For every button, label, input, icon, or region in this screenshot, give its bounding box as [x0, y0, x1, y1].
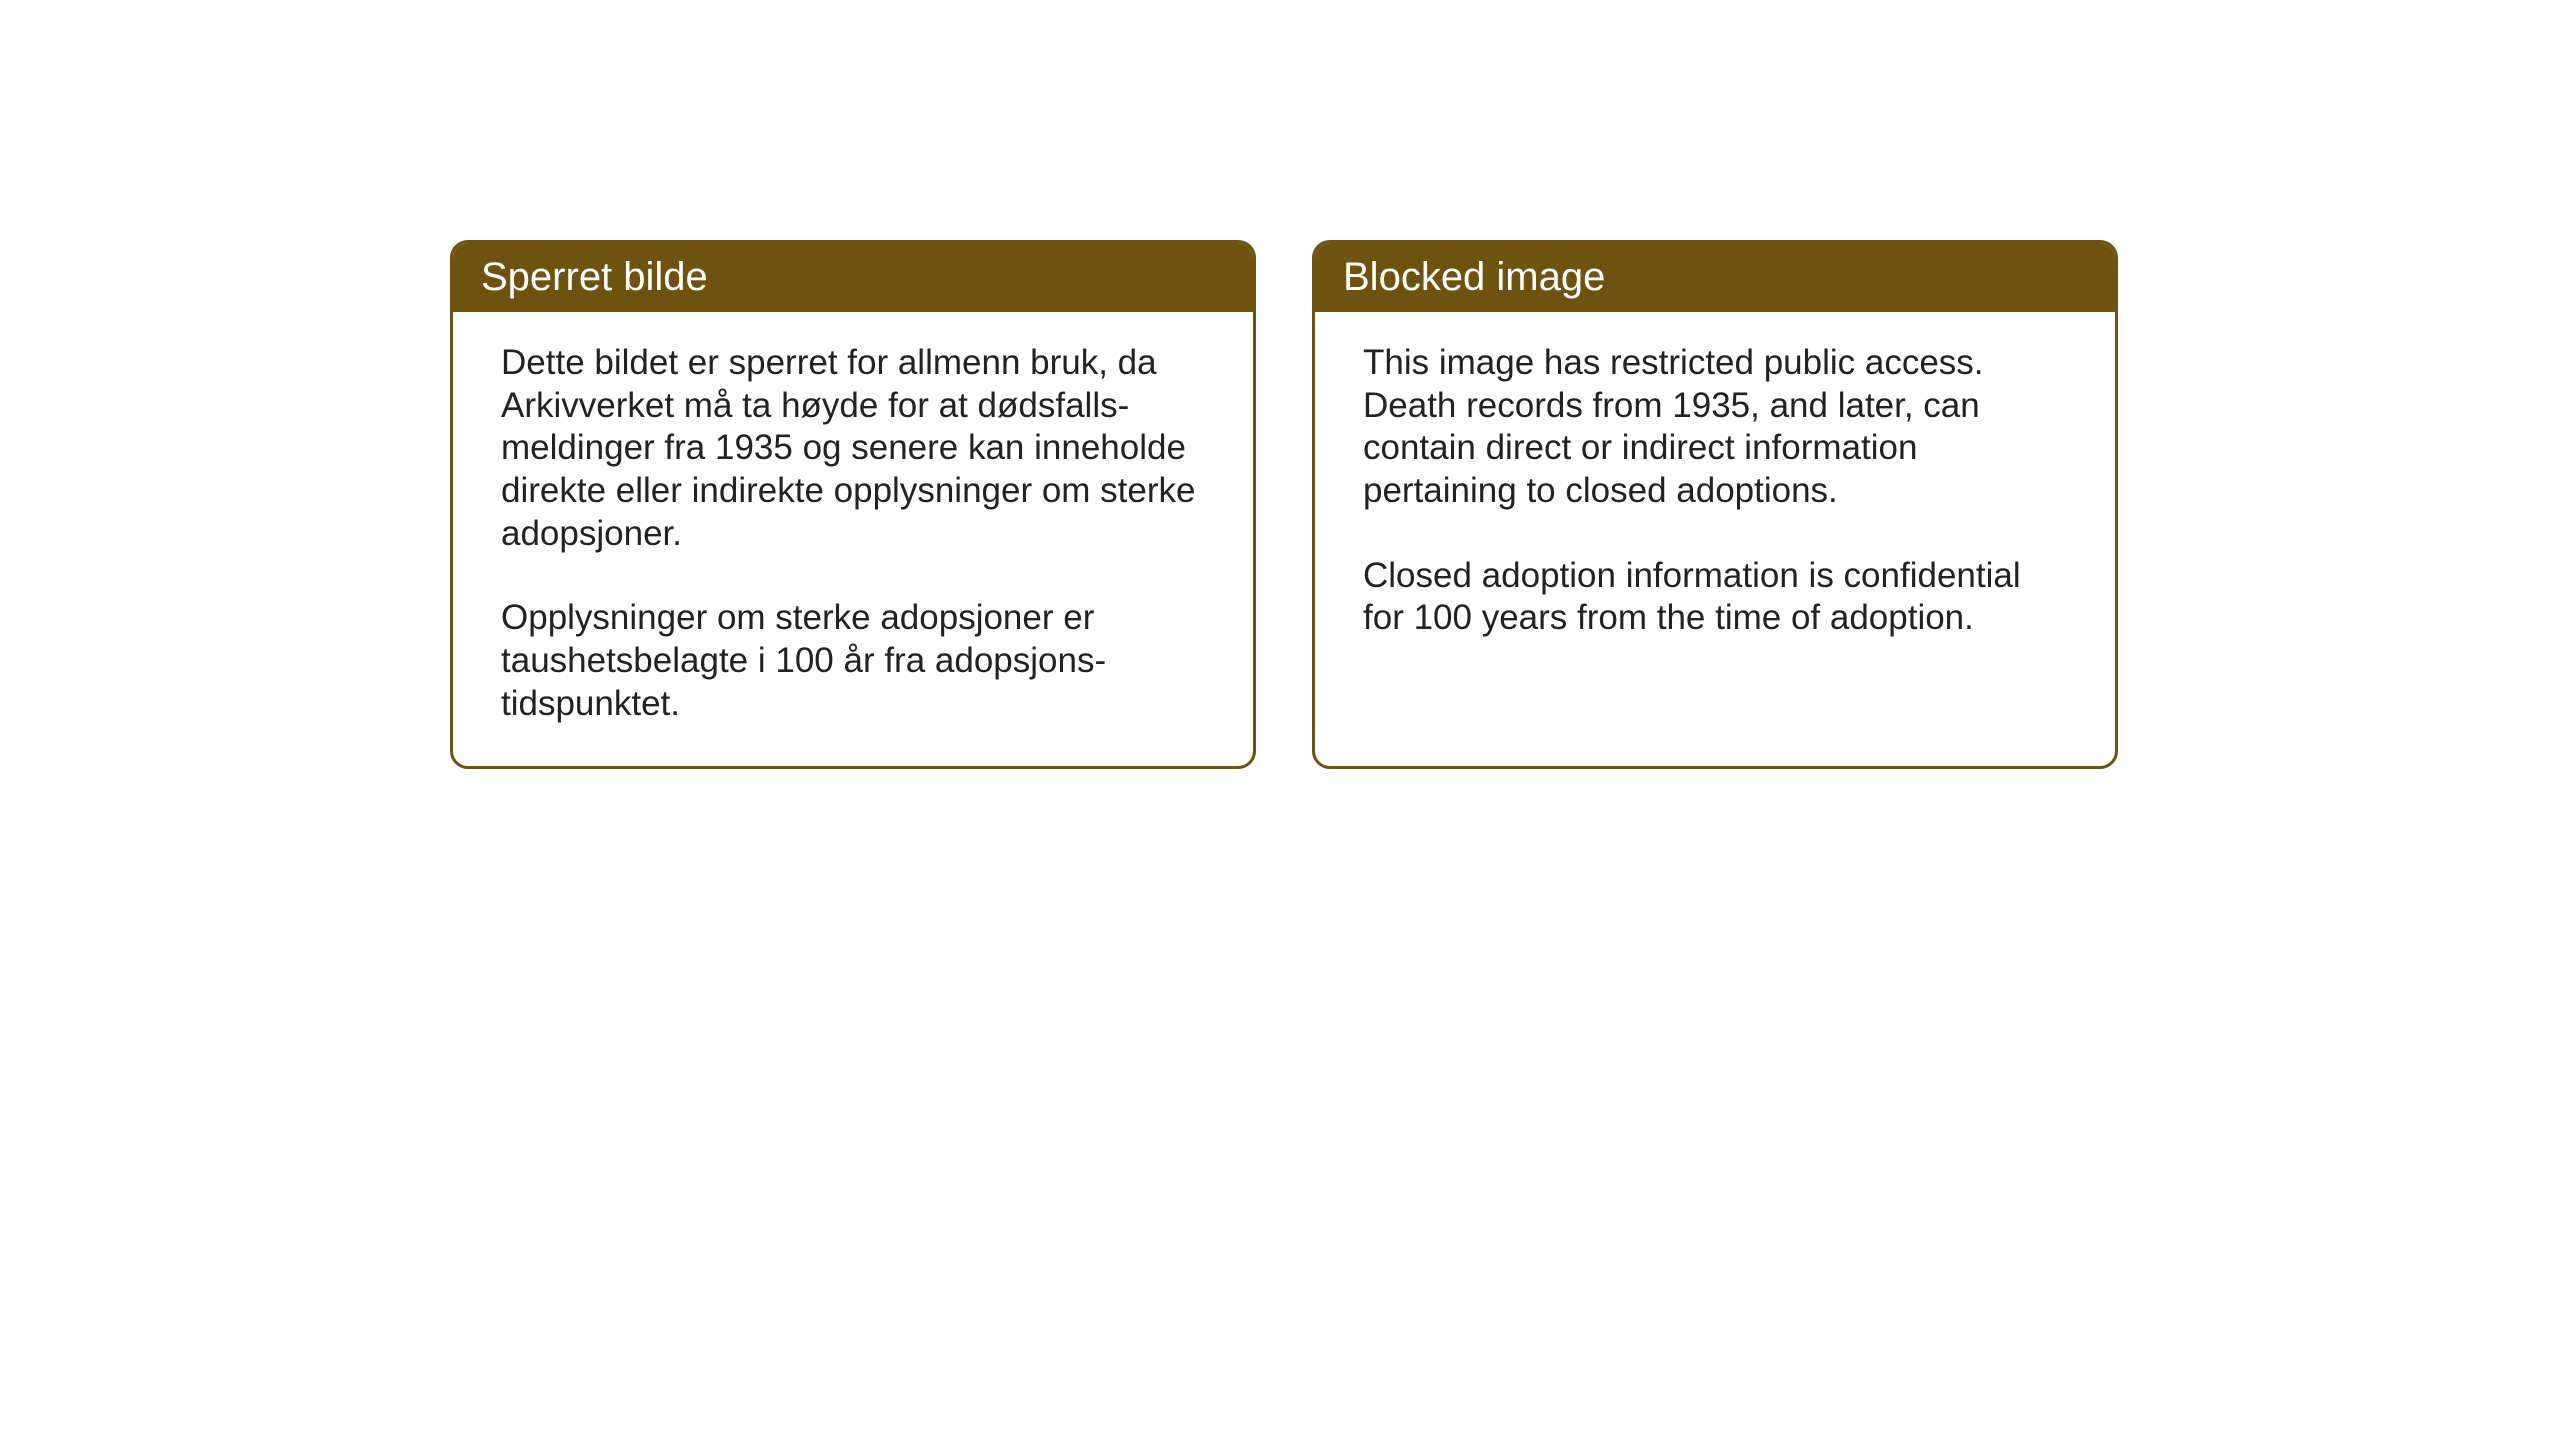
card-body-norwegian: Dette bildet er sperret for allmenn bruk… — [453, 312, 1253, 766]
card-english: Blocked image This image has restricted … — [1312, 240, 2118, 769]
card-norwegian: Sperret bilde Dette bildet er sperret fo… — [450, 240, 1256, 769]
card-paragraph: This image has restricted public access.… — [1363, 342, 2067, 513]
card-paragraph: Dette bildet er sperret for allmenn bruk… — [501, 342, 1205, 555]
card-header-english: Blocked image — [1315, 243, 2115, 312]
card-paragraph: Opplysninger om sterke adopsjoner er tau… — [501, 597, 1205, 725]
cards-container: Sperret bilde Dette bildet er sperret fo… — [450, 240, 2118, 769]
card-paragraph: Closed adoption information is confident… — [1363, 555, 2067, 640]
card-body-english: This image has restricted public access.… — [1315, 312, 2115, 742]
card-header-norwegian: Sperret bilde — [453, 243, 1253, 312]
